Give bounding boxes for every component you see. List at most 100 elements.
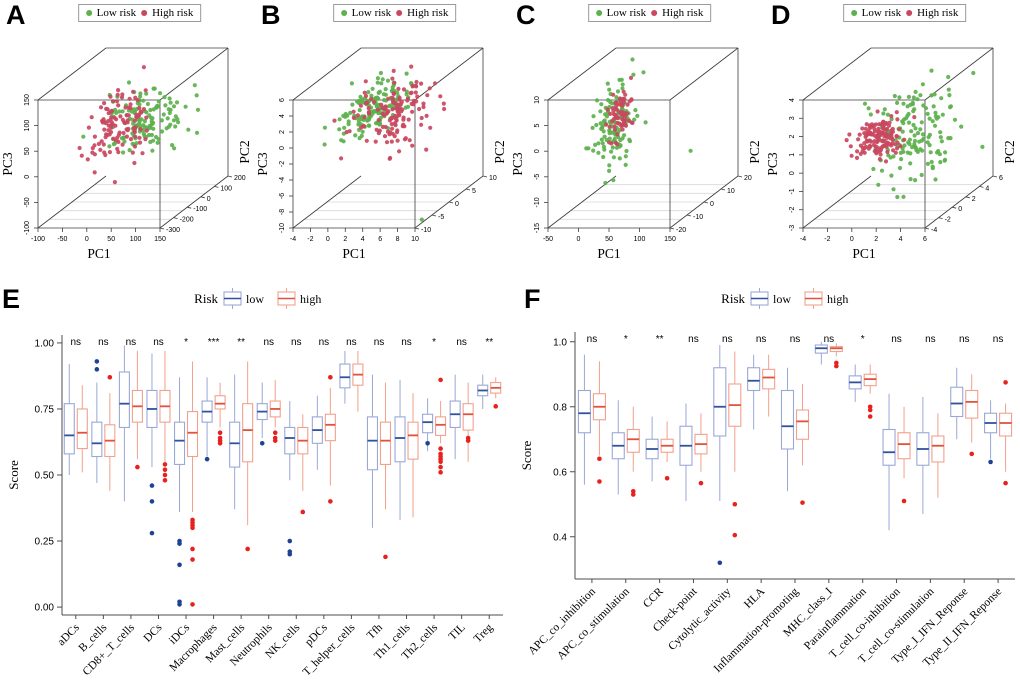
svg-text:0: 0 xyxy=(710,201,714,208)
svg-text:0.00: 0.00 xyxy=(35,603,55,614)
floor-grid xyxy=(814,184,982,220)
svg-text:ns: ns xyxy=(153,337,164,348)
panel-b-letter: B xyxy=(261,0,281,30)
svg-text:-100: -100 xyxy=(193,206,207,213)
panel-b-risk-legend: Low risk High risk xyxy=(332,4,457,22)
svg-text:0: 0 xyxy=(207,196,211,203)
svg-text:100: 100 xyxy=(220,185,232,192)
panel-c-letter: C xyxy=(516,0,536,30)
svg-text:10: 10 xyxy=(534,96,541,104)
svg-text:0.4: 0.4 xyxy=(553,532,567,543)
svg-text:-100: -100 xyxy=(31,236,45,243)
boxplots xyxy=(577,341,1013,566)
svg-text:*: * xyxy=(184,337,188,348)
panel-f: F 0.4 0.6 0.8 1.0 Score APC_co_inhibition APC_… xyxy=(510,280,1020,692)
svg-text:Score: Score xyxy=(519,440,534,470)
svg-text:4: 4 xyxy=(985,185,989,192)
panel-f-letter: F xyxy=(524,284,541,314)
svg-text:*: * xyxy=(861,334,865,345)
svg-text:ns: ns xyxy=(790,334,801,345)
pca-3d-plot-c: -50 0 50 100 150-15-10-50510-20-1001020PC1PC… xyxy=(510,47,762,261)
svg-text:150: 150 xyxy=(664,236,676,243)
svg-text:-50: -50 xyxy=(57,236,67,243)
svg-text:0.6: 0.6 xyxy=(553,467,567,478)
cube-frame xyxy=(802,47,994,229)
high-risk-dot-icon xyxy=(906,10,913,16)
svg-text:0: 0 xyxy=(85,236,89,243)
svg-text:-200: -200 xyxy=(180,217,194,224)
svg-text:ns: ns xyxy=(688,334,699,345)
high-risk-legend-label: High risk xyxy=(662,7,704,19)
svg-text:0.50: 0.50 xyxy=(35,471,55,482)
svg-text:Tfh: Tfh xyxy=(365,621,385,641)
axes: 0.4 0.6 0.8 1.0 Score xyxy=(519,332,1015,580)
svg-text:2: 2 xyxy=(874,236,878,243)
low-risk-dot-icon xyxy=(340,10,347,16)
svg-text:PC3: PC3 xyxy=(510,152,525,176)
svg-text:0.25: 0.25 xyxy=(35,537,55,548)
svg-text:2: 2 xyxy=(789,135,796,139)
svg-text:ns: ns xyxy=(925,334,936,345)
svg-text:TIL: TIL xyxy=(447,622,468,643)
svg-text:-2: -2 xyxy=(824,236,830,243)
immune-function-boxplot: 0.4 0.6 0.8 1.0 Score APC_co_inhibitionAPC_co… xyxy=(519,288,1015,675)
svg-text:*: * xyxy=(624,334,628,345)
low-risk-legend-label: Low risk xyxy=(861,7,902,19)
pca-3d-plot-b: -4 -2 0 2 4 6 8 10-10-8-6-4-20246-10-50510PC1PC… xyxy=(255,47,507,261)
svg-text:0.8: 0.8 xyxy=(553,402,567,413)
panel-c: C -50 0 50 100 150 -15 -10 -5 0 5 10 -20 -10 0 10 20 PC1… xyxy=(510,0,765,280)
svg-text:*: * xyxy=(432,337,436,348)
svg-text:200: 200 xyxy=(234,175,246,182)
svg-text:ns: ns xyxy=(959,334,970,345)
svg-text:PC2: PC2 xyxy=(237,140,252,163)
svg-text:20: 20 xyxy=(744,175,752,182)
low-risk-dot-icon xyxy=(850,10,857,16)
axes: -4 -2 0 2 4 6 8 10-10-8-6-4-20246-10-50510PC1PC… xyxy=(255,98,507,261)
panel-a: A -100 -50 0 50 100 150 -100 -50 0 50 100 150 -300 -2… xyxy=(0,0,255,280)
svg-text:high: high xyxy=(827,292,848,306)
svg-text:-10: -10 xyxy=(534,197,541,207)
svg-text:-15: -15 xyxy=(534,223,541,233)
panel-c-risk-legend: Low risk High risk xyxy=(587,4,712,22)
svg-text:ns: ns xyxy=(319,337,330,348)
svg-text:-10: -10 xyxy=(693,214,703,221)
svg-text:-2: -2 xyxy=(279,161,286,167)
high-risk-legend-label: High risk xyxy=(152,7,194,19)
svg-text:4: 4 xyxy=(361,236,365,243)
svg-text:-50: -50 xyxy=(24,197,31,207)
svg-text:10: 10 xyxy=(411,236,419,243)
panel-e: E 0.00 0.25 0.50 0.75 1.00 Score aDCs B_cells CD… xyxy=(0,280,510,692)
svg-text:PC3: PC3 xyxy=(255,152,270,176)
svg-text:-1: -1 xyxy=(789,188,796,194)
high-risk-dot-icon xyxy=(651,10,658,16)
svg-text:100: 100 xyxy=(634,236,646,243)
floor-grid xyxy=(559,184,727,220)
risk-legend: Risk low high xyxy=(194,288,321,309)
panel-a-risk-legend: Low risk High risk xyxy=(77,4,202,22)
svg-text:PC1: PC1 xyxy=(597,246,620,261)
svg-text:0: 0 xyxy=(850,236,854,243)
low-risk-dot-icon xyxy=(595,10,602,16)
svg-text:0: 0 xyxy=(958,206,962,213)
svg-text:-4: -4 xyxy=(279,177,286,183)
svg-text:0: 0 xyxy=(279,146,286,150)
svg-text:2: 2 xyxy=(343,236,347,243)
scatter-points xyxy=(322,64,447,222)
svg-text:PC2: PC2 xyxy=(1002,140,1017,163)
svg-text:ns: ns xyxy=(71,337,82,348)
svg-text:100: 100 xyxy=(130,236,142,243)
svg-text:ns: ns xyxy=(824,334,835,345)
svg-text:0.75: 0.75 xyxy=(35,404,55,415)
svg-text:1: 1 xyxy=(789,153,796,157)
svg-text:Risk: Risk xyxy=(194,291,218,306)
svg-text:ns: ns xyxy=(993,334,1004,345)
low-risk-legend-label: Low risk xyxy=(351,7,392,19)
svg-text:-2: -2 xyxy=(307,236,313,243)
svg-text:3: 3 xyxy=(789,116,796,120)
svg-text:6: 6 xyxy=(923,236,927,243)
axes: -100 -50 0 50 100 150-100-50050100150-300-200… xyxy=(0,94,252,261)
svg-text:10: 10 xyxy=(727,188,735,195)
svg-text:DCs: DCs xyxy=(142,621,165,644)
risk-legend: Risk low high xyxy=(721,288,848,309)
